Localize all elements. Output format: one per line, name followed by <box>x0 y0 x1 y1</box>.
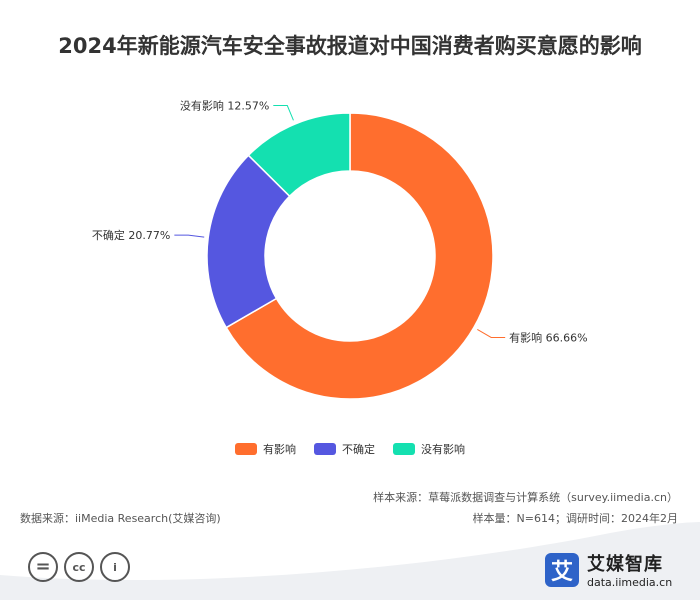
attribution-icon: i <box>100 552 130 582</box>
leader-line-no <box>273 105 294 121</box>
legend-label-unsure: 不确定 <box>342 443 375 456</box>
logo-name: 艾媒智库 <box>587 554 663 575</box>
slice-no[interactable] <box>247 112 351 198</box>
creative-commons-icon: cc <box>64 552 94 582</box>
legend-item-unsure[interactable]: 不确定 <box>314 441 375 457</box>
legend-swatch-no <box>393 443 415 455</box>
logo-mark-icon: 艾 <box>545 552 579 587</box>
footer-band-shape <box>0 522 700 600</box>
no-derivatives-icon: = <box>28 552 58 582</box>
leader-line-yes <box>477 329 506 338</box>
legend-label-no: 没有影响 <box>421 443 465 456</box>
sample-info-text: 样本量：N=614；调研时间：2024年2月 <box>472 512 678 525</box>
legend-item-yes[interactable]: 有影响 <box>235 441 296 457</box>
sample-source-text: 样本来源：草莓派数据调查与计算系统（survey.iimedia.cn） <box>373 491 678 504</box>
data-label-unsure: 不确定 20.77% <box>92 228 170 242</box>
legend-swatch-yes <box>235 443 257 455</box>
legend-label-yes: 有影响 <box>263 443 296 456</box>
logo-url: data.iimedia.cn <box>587 576 673 589</box>
chart-title: 2024年新能源汽车安全事故报道对中国消费者购买意愿的影响 <box>58 34 642 58</box>
data-source-text: 数据来源：iiMedia Research(艾媒咨询) <box>20 512 221 525</box>
iimedia-logo: 艾 艾媒智库 data.iimedia.cn <box>545 550 672 589</box>
license-icons: = cc i <box>28 552 130 582</box>
chart-legend: 有影响 不确定 没有影响 <box>0 441 700 457</box>
legend-swatch-unsure <box>314 443 336 455</box>
data-label-yes: 有影响 66.66% <box>509 330 587 344</box>
data-label-no: 没有影响 12.57% <box>180 99 269 113</box>
slice-yes[interactable] <box>225 112 494 400</box>
leader-line-unsure <box>174 234 205 238</box>
legend-item-no[interactable]: 没有影响 <box>393 441 465 457</box>
